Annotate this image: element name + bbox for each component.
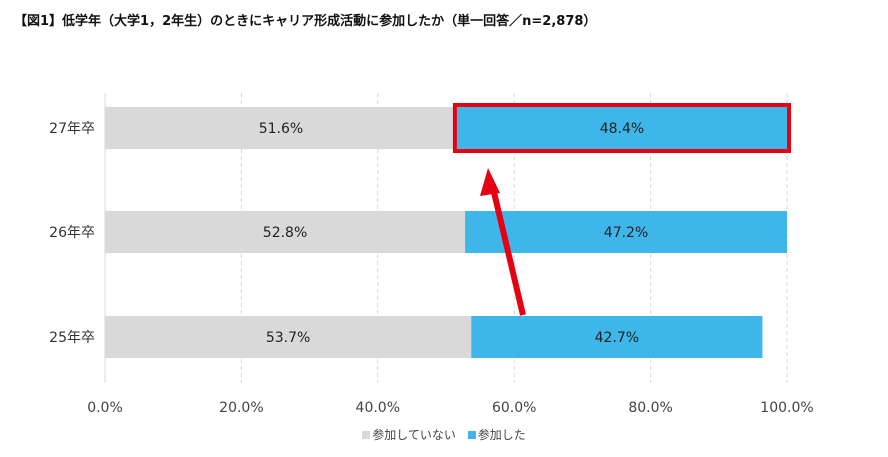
bar-participated-2 [471,316,763,358]
bar-not-participated-0 [105,107,457,149]
trend-arrow-head [480,168,500,196]
data-label-not-participated-1: 52.8% [263,225,307,241]
chart-title: 【図1】低学年（大学1，2年生）のときにキャリア形成活動に参加したか（単一回答／… [14,14,597,29]
data-label-not-participated-0: 51.6% [259,121,303,137]
legend-swatch-participated [467,430,476,439]
highlight-box [452,103,791,153]
legend-label-not-participated: 参加していない [372,428,456,442]
legend-label-participated: 参加した [477,428,526,442]
legend-swatch-not-participated [362,430,371,439]
x-tick-label-1: 20.0% [219,400,263,416]
legend-item-participated: 参加した [467,426,526,443]
x-tick-label-4: 80.0% [628,400,672,416]
x-tick-label-2: 40.0% [356,400,400,416]
legend-item-not-participated: 参加していない [362,426,456,443]
bar-not-participated-1 [105,211,466,253]
trend-arrow-shaft [490,187,526,316]
category-label-1: 26年卒 [49,225,95,241]
data-label-not-participated-2: 53.7% [266,330,310,346]
bar-not-participated-2 [105,316,472,358]
bar-participated-0 [456,107,787,149]
x-tick-label-5: 100.0% [760,400,813,416]
x-tick-label-0: 0.0% [87,400,123,416]
category-label-0: 27年卒 [49,121,95,137]
data-label-participated-1: 47.2% [604,225,648,241]
category-label-2: 25年卒 [49,330,95,346]
data-label-participated-2: 42.7% [595,330,639,346]
legend: 参加していない 参加した [0,426,888,443]
data-label-participated-0: 48.4% [600,121,644,137]
bar-participated-1 [465,211,787,253]
x-tick-label-3: 60.0% [492,400,536,416]
